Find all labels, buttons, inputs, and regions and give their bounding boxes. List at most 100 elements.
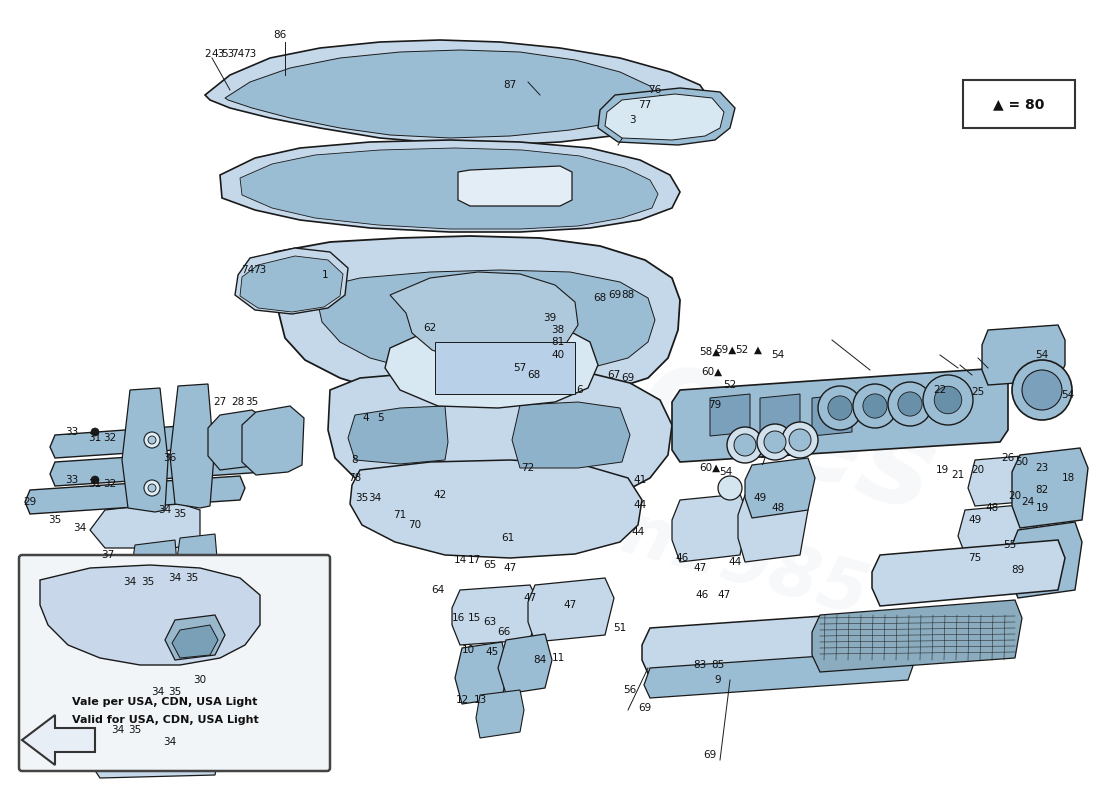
Circle shape bbox=[923, 375, 974, 425]
Text: 35: 35 bbox=[186, 573, 199, 583]
Text: 34: 34 bbox=[152, 687, 165, 697]
Text: 33: 33 bbox=[65, 475, 78, 485]
Text: 16: 16 bbox=[451, 613, 464, 623]
Polygon shape bbox=[172, 625, 218, 658]
Text: Valid for USA, CDN, USA Light: Valid for USA, CDN, USA Light bbox=[72, 715, 258, 725]
Polygon shape bbox=[122, 388, 168, 512]
Polygon shape bbox=[90, 502, 200, 548]
Circle shape bbox=[718, 476, 743, 500]
Text: 52: 52 bbox=[736, 345, 749, 355]
Text: 37: 37 bbox=[101, 550, 114, 560]
Text: 31: 31 bbox=[88, 433, 101, 443]
Text: 15: 15 bbox=[468, 613, 481, 623]
Text: 74: 74 bbox=[241, 265, 254, 275]
Text: ▲ = 80: ▲ = 80 bbox=[993, 97, 1045, 111]
Text: 54: 54 bbox=[771, 350, 784, 360]
Polygon shape bbox=[944, 552, 1022, 598]
Text: 85: 85 bbox=[712, 660, 725, 670]
Text: 44: 44 bbox=[634, 500, 647, 510]
Text: 29: 29 bbox=[23, 497, 36, 507]
Bar bbox=[434, 342, 575, 394]
Polygon shape bbox=[745, 458, 815, 518]
Text: 35: 35 bbox=[48, 515, 62, 525]
Polygon shape bbox=[208, 410, 270, 470]
Circle shape bbox=[818, 386, 862, 430]
Circle shape bbox=[1012, 360, 1072, 420]
Text: 34: 34 bbox=[74, 523, 87, 533]
Circle shape bbox=[91, 476, 99, 484]
Polygon shape bbox=[100, 588, 182, 660]
Text: 59▲: 59▲ bbox=[715, 345, 737, 355]
Polygon shape bbox=[390, 272, 578, 364]
Text: 35: 35 bbox=[355, 493, 368, 503]
Polygon shape bbox=[170, 384, 214, 508]
Text: 5: 5 bbox=[376, 413, 383, 423]
Polygon shape bbox=[165, 615, 226, 660]
Text: 4: 4 bbox=[363, 413, 370, 423]
Text: 34: 34 bbox=[164, 737, 177, 747]
Text: 77: 77 bbox=[638, 100, 651, 110]
Polygon shape bbox=[642, 610, 918, 678]
Text: passion1985: passion1985 bbox=[363, 430, 877, 630]
Text: 10: 10 bbox=[461, 645, 474, 655]
Text: 33: 33 bbox=[65, 427, 78, 437]
Polygon shape bbox=[205, 40, 710, 145]
Polygon shape bbox=[140, 660, 240, 705]
Circle shape bbox=[888, 382, 932, 426]
Text: 69: 69 bbox=[621, 373, 635, 383]
Text: 34: 34 bbox=[123, 577, 136, 587]
Text: 40: 40 bbox=[551, 350, 564, 360]
Text: 35: 35 bbox=[129, 725, 142, 735]
Text: 1: 1 bbox=[321, 270, 328, 280]
Text: 44: 44 bbox=[728, 557, 741, 567]
Text: 79: 79 bbox=[708, 400, 722, 410]
Text: 73: 73 bbox=[253, 265, 266, 275]
Circle shape bbox=[148, 436, 156, 444]
Text: 22: 22 bbox=[934, 385, 947, 395]
Polygon shape bbox=[598, 88, 735, 145]
Text: 69: 69 bbox=[638, 703, 651, 713]
Polygon shape bbox=[452, 585, 540, 645]
Polygon shape bbox=[476, 690, 524, 738]
Polygon shape bbox=[458, 166, 572, 206]
Text: 81: 81 bbox=[551, 337, 564, 347]
Text: 7: 7 bbox=[759, 457, 766, 467]
Text: 21: 21 bbox=[952, 470, 965, 480]
Text: 35: 35 bbox=[245, 397, 258, 407]
Polygon shape bbox=[350, 460, 642, 558]
Polygon shape bbox=[760, 394, 800, 436]
Polygon shape bbox=[1010, 522, 1082, 598]
Text: 68: 68 bbox=[527, 370, 540, 380]
Circle shape bbox=[1022, 370, 1062, 410]
Polygon shape bbox=[605, 94, 724, 140]
Polygon shape bbox=[245, 236, 680, 402]
Text: 31: 31 bbox=[88, 479, 101, 489]
Text: 45: 45 bbox=[485, 647, 498, 657]
Text: 18: 18 bbox=[1062, 473, 1075, 483]
Text: 32: 32 bbox=[103, 433, 117, 443]
Text: 28: 28 bbox=[231, 397, 244, 407]
Text: 47: 47 bbox=[717, 590, 730, 600]
Text: 44: 44 bbox=[631, 527, 645, 537]
Text: 30: 30 bbox=[194, 675, 207, 685]
Text: 56: 56 bbox=[624, 685, 637, 695]
Polygon shape bbox=[528, 578, 614, 642]
Polygon shape bbox=[310, 270, 654, 374]
Polygon shape bbox=[226, 50, 658, 138]
Text: 48: 48 bbox=[771, 503, 784, 513]
Text: 19: 19 bbox=[1035, 503, 1048, 513]
Polygon shape bbox=[328, 370, 672, 508]
Text: 42: 42 bbox=[433, 490, 447, 500]
FancyBboxPatch shape bbox=[19, 555, 330, 771]
Text: 8: 8 bbox=[352, 455, 359, 465]
Polygon shape bbox=[872, 540, 1065, 606]
Text: 84: 84 bbox=[534, 655, 547, 665]
Polygon shape bbox=[240, 256, 343, 312]
Text: 76: 76 bbox=[648, 85, 661, 95]
Text: 89: 89 bbox=[1011, 565, 1024, 575]
Text: 86: 86 bbox=[274, 30, 287, 40]
Text: 53: 53 bbox=[221, 49, 234, 59]
Polygon shape bbox=[644, 650, 914, 698]
Polygon shape bbox=[152, 695, 235, 750]
Text: 35: 35 bbox=[168, 687, 182, 697]
